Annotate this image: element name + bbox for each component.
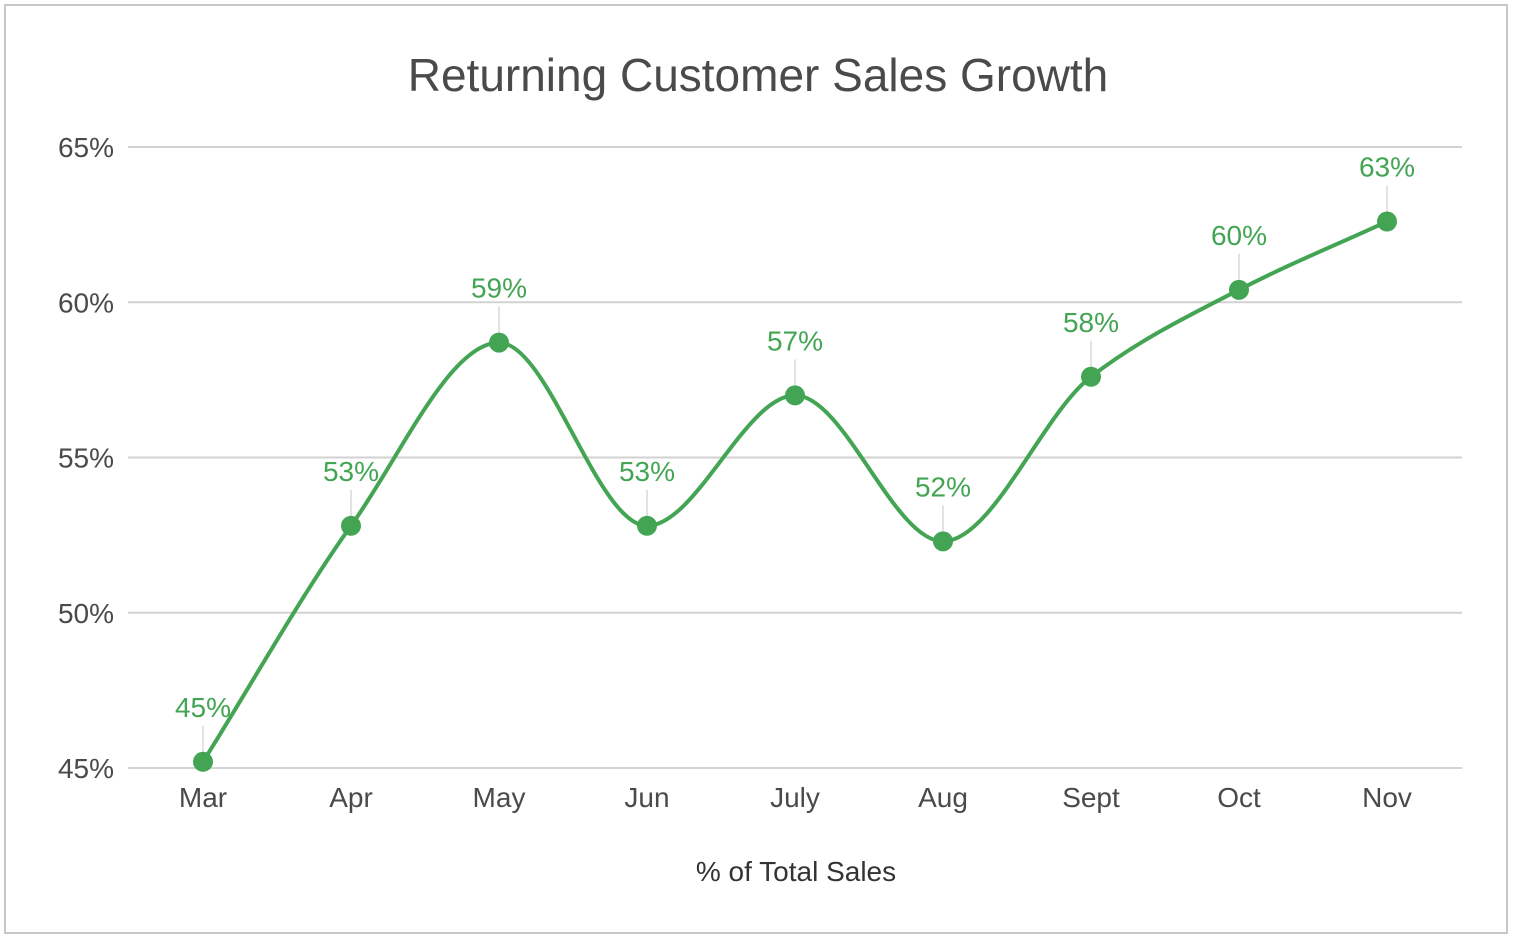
data-point	[933, 531, 953, 552]
data-label: 53%	[619, 456, 675, 487]
data-point	[785, 385, 805, 406]
data-label: 52%	[915, 471, 971, 502]
data-labels: 45% 53% 59% 53% 57% 52% 58% 60% 63%	[175, 152, 1415, 723]
label-leaders	[202, 185, 1388, 752]
data-points	[193, 211, 1397, 772]
x-tick-label: Sept	[1062, 782, 1120, 813]
data-label: 45%	[175, 692, 231, 723]
data-point	[1229, 279, 1249, 300]
y-tick-label: 65%	[58, 132, 114, 163]
data-label: 59%	[471, 273, 527, 304]
x-tick-label: Apr	[329, 782, 373, 813]
data-point	[1377, 211, 1397, 232]
data-point	[341, 515, 361, 536]
data-point	[1081, 366, 1101, 387]
y-tick-label: 60%	[58, 287, 114, 318]
x-tick-label: Oct	[1217, 782, 1261, 813]
x-axis-title: % of Total Sales	[696, 856, 896, 887]
data-point	[489, 332, 509, 353]
y-tick-label: 45%	[58, 753, 114, 784]
y-tick-label: 50%	[58, 598, 114, 629]
x-tick-label: Aug	[918, 782, 968, 813]
x-tick-label: July	[770, 782, 820, 813]
y-tick-label: 55%	[58, 443, 114, 474]
y-axis-ticks: 45% 50% 55% 60% 65%	[58, 132, 114, 784]
data-label: 53%	[323, 456, 379, 487]
chart-frame	[4, 4, 1508, 934]
series-line	[201, 219, 1389, 764]
data-point	[637, 515, 657, 536]
gridlines	[128, 146, 1462, 769]
data-label: 58%	[1063, 307, 1119, 338]
data-label: 60%	[1211, 220, 1267, 251]
x-tick-label: Nov	[1362, 782, 1412, 813]
data-label: 57%	[767, 325, 823, 356]
x-tick-label: May	[473, 782, 526, 813]
data-point	[193, 751, 213, 772]
x-tick-label: Mar	[179, 782, 227, 813]
x-tick-label: Jun	[624, 782, 669, 813]
x-axis-ticks: Mar Apr May Jun July Aug Sept Oct Nov	[179, 782, 1412, 813]
data-label: 63%	[1359, 152, 1415, 183]
chart-title: Returning Customer Sales Growth	[408, 49, 1109, 101]
